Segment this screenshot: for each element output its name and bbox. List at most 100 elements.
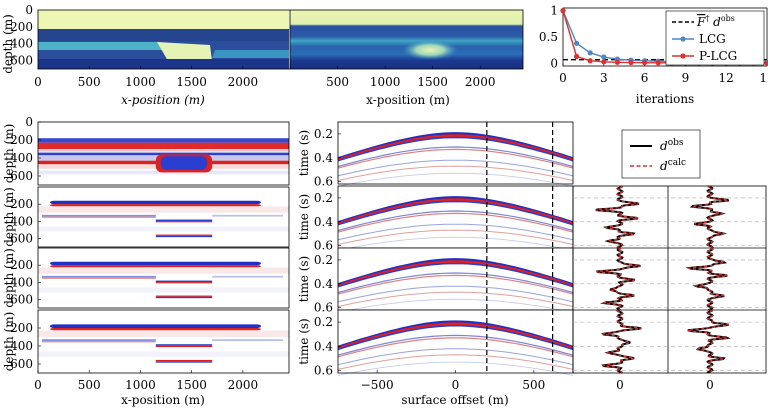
gather-event [337, 291, 574, 307]
gather-event [337, 272, 574, 294]
velocity-xtick-label: 0 [34, 75, 42, 89]
convergence-xtick-label: 3 [600, 71, 608, 85]
convergence-point [628, 59, 634, 66]
trace-dcalc [595, 185, 640, 248]
image-xtick-label: 0 [34, 378, 42, 392]
image-reflector [42, 341, 156, 343]
image-reflector [50, 265, 261, 268]
image-reflector [155, 235, 213, 238]
image-reflector [212, 214, 283, 217]
gather-event [337, 337, 574, 358]
gather-event [337, 334, 574, 356]
image-reflector [42, 277, 156, 279]
gather-event [337, 325, 574, 351]
trace-xtick-label: 0 [616, 378, 624, 392]
image-frame [37, 186, 290, 248]
image-band [38, 170, 289, 175]
legend-marker-2 [680, 36, 686, 42]
convergence-xtick-label: 15 [759, 71, 768, 85]
image-ytick-label: 0 [25, 115, 33, 129]
image-reflector [155, 221, 213, 223]
image-ylabel: depth (m) [2, 312, 16, 372]
image-band [38, 149, 289, 152]
trace-dcalc [601, 309, 642, 374]
gather-event [337, 198, 574, 226]
gather-event [337, 223, 574, 241]
trace-dobs [596, 247, 641, 311]
gather-ytick-label: 0.4 [314, 339, 333, 353]
gather-ytick-label: 0.4 [314, 151, 333, 165]
image-reflector [42, 339, 156, 342]
true-velocity-model [38, 10, 289, 69]
image-ytick-label: 400 [10, 151, 33, 165]
gather-xtick-label: 0 [452, 378, 460, 392]
gather-background [338, 248, 573, 310]
gather-event [337, 200, 574, 226]
gather-ytick-label: 0.6 [314, 301, 333, 315]
convergence-point [601, 59, 607, 65]
image-reflector [50, 200, 261, 205]
image-reflector [155, 280, 213, 283]
legend-label-3: P-LCG [699, 49, 737, 63]
image-ytick-label: 600 [10, 357, 33, 371]
image-reflector [212, 339, 283, 342]
gather-event [337, 136, 574, 162]
gather-ylabel: time (s) [297, 194, 311, 240]
image-reflector [50, 328, 261, 331]
gather-ylabel: time (s) [297, 256, 311, 302]
convergence-ytick-label: 0.5 [539, 30, 558, 44]
image-reflector [42, 214, 156, 217]
image-reflector [155, 359, 213, 362]
velocity-xtick-label: 500 [326, 75, 349, 89]
gather-event [337, 348, 574, 366]
image-ylabel: depth (m) [2, 248, 16, 308]
velocity-ytick-label: 400 [10, 37, 33, 51]
legend-label-1: F† dobs [696, 14, 735, 29]
legend-dobs-label: dobs [660, 138, 684, 153]
gather-ylabel: time (s) [297, 130, 311, 176]
gather-event [337, 212, 574, 233]
gather-ytick-label: 0.4 [314, 215, 333, 229]
gather-ytick-label: 0.4 [314, 277, 333, 291]
velocity-xlabel-left: x-position (m) [121, 93, 205, 107]
convergence-point [574, 53, 580, 60]
convergence-point [587, 50, 593, 56]
image-reflector [155, 345, 213, 348]
image-ytick-label: 600 [10, 231, 33, 245]
image-reflector [155, 282, 213, 284]
gather-ytick-label: 0.2 [314, 191, 333, 205]
gather-ylabel: time (s) [297, 318, 311, 364]
velocity-xtick-label: 1500 [176, 75, 207, 89]
gather-event [337, 165, 574, 181]
image-reflector [42, 216, 156, 218]
image-halo [38, 206, 289, 213]
velocity-ytick-label: 200 [10, 20, 33, 34]
velocity-xtick-label: 1000 [370, 75, 401, 89]
image-halo [38, 351, 289, 357]
convergence-point [642, 60, 648, 66]
gather-event [337, 298, 574, 313]
convergence-xtick-label: 9 [682, 71, 690, 85]
image-frame [37, 247, 290, 309]
velocity-xtick-label: 500 [78, 75, 101, 89]
image-ytick-label: 400 [10, 339, 33, 353]
image-band [38, 138, 289, 143]
convergence-point [574, 40, 580, 46]
velocity-xtick-label: 2000 [465, 75, 496, 89]
gather-xtick-label: 500 [522, 378, 545, 392]
image-reflector [155, 296, 213, 299]
trace-dobs [689, 185, 730, 249]
gather-event [337, 260, 574, 288]
convergence-ytick-label: 0 [550, 56, 558, 70]
gather-event [337, 236, 574, 251]
image-halo [38, 287, 289, 293]
image-reflector [155, 219, 213, 222]
image-lens [160, 156, 208, 170]
gather-xtick-label: −500 [361, 378, 394, 392]
